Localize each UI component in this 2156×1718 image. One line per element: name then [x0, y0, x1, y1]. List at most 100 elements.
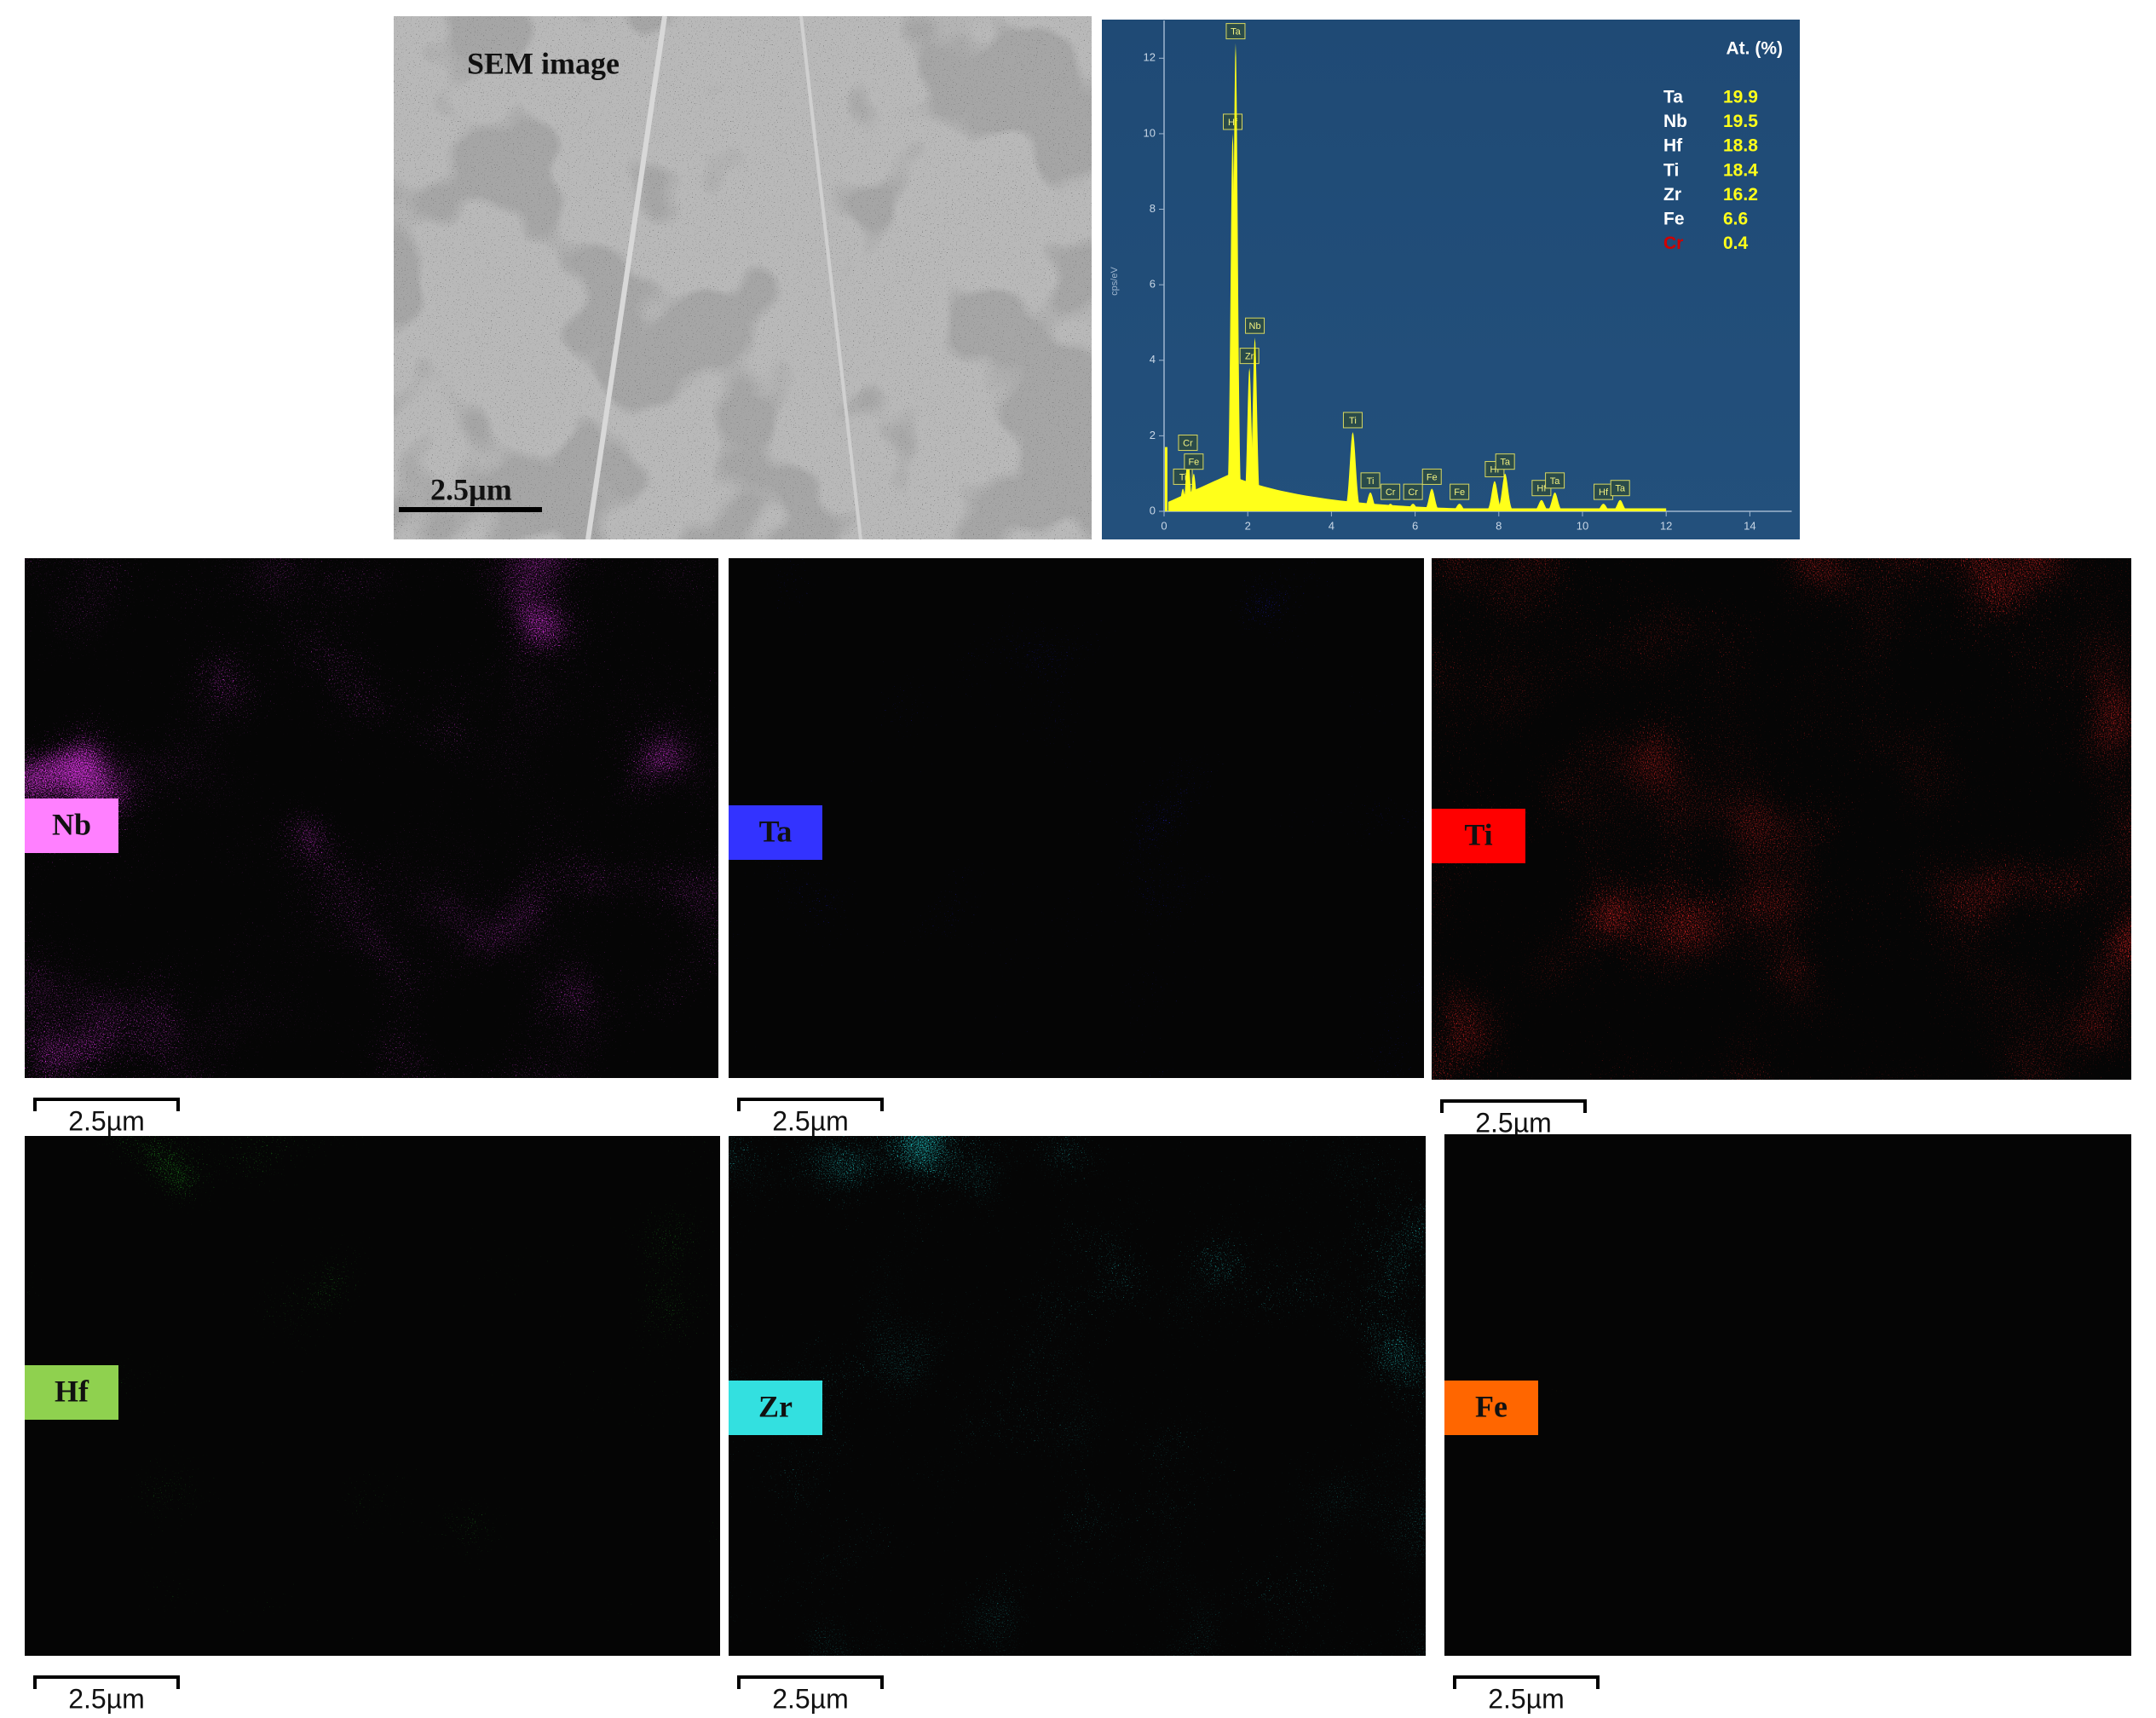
- peak-label: Fe: [1427, 472, 1438, 482]
- peak-label-box: [1381, 483, 1401, 500]
- peak-label-box: [1421, 468, 1442, 485]
- peak-label: Fe: [1188, 458, 1199, 468]
- peak-label-box: [1545, 472, 1565, 489]
- peak-label-box: [1403, 483, 1423, 500]
- peak-label: Cr: [1183, 438, 1193, 448]
- spectrum-peak: [1449, 504, 1470, 511]
- scale-bar-label: 2.5µm: [772, 1683, 849, 1714]
- peak-label: Ta: [1615, 484, 1626, 494]
- table-element: Ti: [1663, 160, 1679, 180]
- spectrum-peak: [1610, 499, 1631, 511]
- x-tick-label: 0: [1161, 519, 1167, 532]
- peak-label-box: [1495, 453, 1515, 470]
- spectrum-peak: [1403, 504, 1424, 511]
- y-tick-label: 2: [1150, 429, 1156, 441]
- table-element: Zr: [1663, 185, 1681, 205]
- scale-bar-label: 2.5µm: [68, 1105, 145, 1136]
- spectrum-peak: [1247, 337, 1263, 511]
- scale-bar: [737, 1098, 884, 1111]
- peak-label: Ta: [1231, 26, 1242, 37]
- peak-label-box: [1223, 113, 1243, 130]
- peak-label: Ta: [1550, 476, 1561, 487]
- spectrum-peak: [1228, 43, 1243, 512]
- peak-label: Ti: [1367, 476, 1375, 487]
- map-label: Fe: [1475, 1389, 1507, 1423]
- peak-label: Nb: [1249, 321, 1261, 331]
- peak-label: Ti: [1179, 472, 1187, 482]
- scale-bar: [33, 1098, 180, 1111]
- x-tick-label: 14: [1744, 519, 1755, 532]
- x-tick-label: 6: [1412, 519, 1418, 532]
- scale-bar: [1453, 1675, 1600, 1689]
- table-element: Cr: [1663, 233, 1683, 253]
- sem-scratch: [799, 15, 862, 540]
- spectrum-peak: [1242, 367, 1257, 511]
- y-tick-label: 10: [1144, 126, 1156, 139]
- y-axis-label: cps/eV: [1110, 267, 1120, 296]
- map-label-box: [1432, 809, 1525, 863]
- scale-bar-label: 2.5µm: [1475, 1107, 1552, 1138]
- spectrum-peak: [1421, 488, 1443, 511]
- spectrum-peak: [1175, 488, 1190, 511]
- spectrum-peak: [1531, 499, 1552, 511]
- table-element: Ta: [1663, 88, 1683, 107]
- table-value: 19.5: [1723, 112, 1758, 131]
- x-tick-label: 2: [1245, 519, 1251, 532]
- map-label: Ti: [1464, 817, 1492, 851]
- eds-spectrum: 0 2 4 6 8 10 12 14024681012cps/eVTiCrFeHfTaZrNb…: [1102, 20, 1800, 539]
- peak-label: Hf: [1536, 484, 1547, 494]
- map-label-box: [25, 1365, 118, 1420]
- spectrum-peak: [1225, 133, 1241, 511]
- map-label-box: [1444, 1381, 1538, 1435]
- element-map: [729, 558, 1424, 1078]
- sem-texture: [394, 16, 1092, 539]
- spectrum-peak: [1544, 492, 1565, 511]
- sem-panel: SEM image 2.5µm: [394, 15, 1092, 540]
- element-map: [729, 1136, 1426, 1656]
- peak-label: Hf: [1228, 118, 1238, 128]
- spectrum-peak: [1342, 431, 1363, 511]
- map-label: Nb: [52, 807, 91, 841]
- sem-scale-label: 2.5µm: [430, 472, 512, 506]
- scale-bar: [737, 1675, 884, 1689]
- scale-bar-label: 2.5µm: [772, 1105, 849, 1136]
- spectrum-peak: [1186, 473, 1202, 511]
- peak-label: Fe: [1454, 487, 1465, 498]
- peak-label: Hf: [1599, 487, 1609, 498]
- table-value: 19.9: [1723, 88, 1758, 107]
- peak-label: Ta: [1500, 458, 1511, 468]
- map-label-box: [25, 798, 118, 853]
- element-maps: Nb 2.5µm Ta 2.5µm Ti 2.5µm Hf 2.5µm Zr 2.5µm Fe 2.5…: [25, 558, 2131, 1714]
- sem-label: SEM image: [467, 46, 620, 80]
- table-element: Hf: [1663, 136, 1683, 156]
- spectrum-peak: [1180, 454, 1196, 511]
- spectrum-continuum: [1167, 473, 1667, 511]
- sem-scratch: [585, 15, 667, 540]
- table-value: 16.2: [1723, 185, 1758, 205]
- peak-label: Cr: [1386, 487, 1396, 498]
- peak-label: Hf: [1490, 464, 1500, 475]
- y-tick-label: 12: [1144, 51, 1156, 64]
- scale-bar: [33, 1675, 180, 1689]
- x-tick-label: 8: [1496, 519, 1502, 532]
- element-map: [1432, 558, 2131, 1080]
- scale-bar-label: 2.5µm: [68, 1683, 145, 1714]
- spectrum-peak: [1380, 504, 1401, 511]
- table-element: Fe: [1663, 210, 1685, 229]
- peak-label-box: [1342, 412, 1363, 429]
- map-label: Zr: [758, 1389, 793, 1423]
- peak-label-box: [1245, 317, 1265, 334]
- peak-label: Ti: [1349, 416, 1357, 426]
- peak-label-box: [1610, 480, 1630, 497]
- y-tick-label: 6: [1150, 278, 1156, 291]
- x-tick-label: 4: [1329, 519, 1335, 532]
- element-map: [1444, 1134, 2131, 1656]
- x-tick-label: 10: [1577, 519, 1588, 532]
- y-tick-label: 8: [1150, 202, 1156, 215]
- element-map: [25, 558, 718, 1078]
- peak-label: Zr: [1245, 352, 1254, 362]
- spectrum-peak: [1495, 473, 1516, 511]
- scale-bar-label: 2.5µm: [1488, 1683, 1565, 1714]
